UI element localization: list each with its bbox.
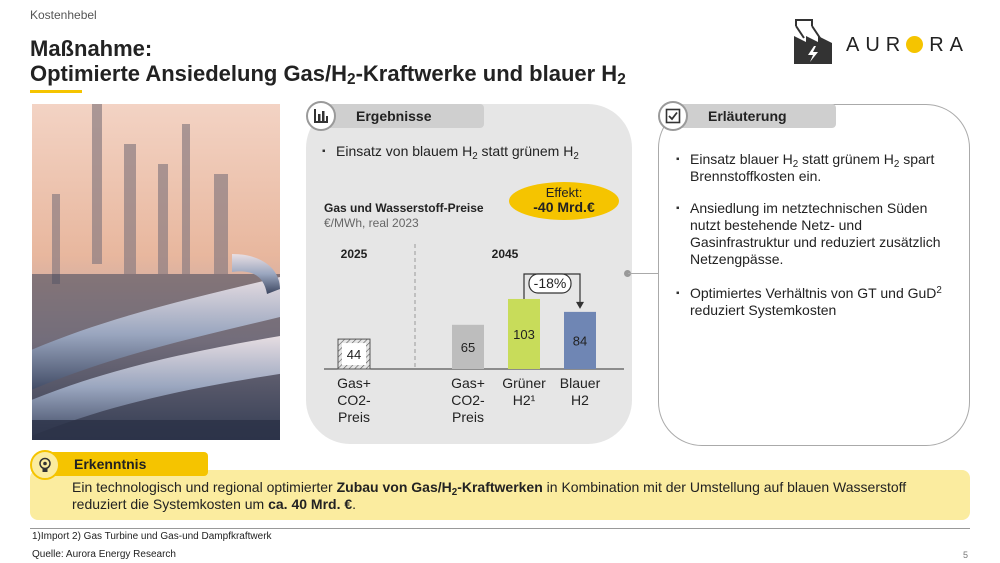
insight-box [30,470,970,520]
connector-line [628,273,660,274]
bullet-text: statt grünem H [798,151,894,167]
title-text: -Kraftwerke und blauer H [355,61,618,86]
insight-text-part: . [352,496,357,512]
bullet-text: Einsatz von blauem H [336,143,473,159]
title-subscript: 2 [347,71,356,88]
insight-text-part: Ein technologisch und regional optimiert… [72,479,337,495]
kicker-label: Kostenhebel [30,8,97,22]
superscript: 2 [936,285,942,296]
title-line-1: Maßnahme: [30,36,153,61]
category-label-1: Preis [452,409,484,425]
lightbulb-gear-icon [30,450,60,480]
insight-text-bold: Zubau von Gas/H [336,479,452,495]
category-label-2: H2¹ [513,392,536,408]
delta-label: -18% [534,275,567,291]
explanation-tab: Erläuterung [674,104,836,128]
bar-1 [452,324,484,369]
title-underline [30,90,82,93]
chart-subtitle: €/MWh, real 2023 [324,216,419,230]
category-label-2: Grüner [502,375,546,391]
subscript: 2 [573,151,579,162]
effect-label: Effekt: [545,185,583,200]
footnote: 1)Import 2) Gas Turbine und Gas-und Damp… [32,531,272,542]
explanation-tab-label: Erläuterung [708,108,787,124]
value-label-1: 65 [461,340,475,355]
value-label-3: 84 [573,333,587,348]
value-label-0: 44 [347,347,361,362]
price-bar-chart: 2025 204544Gas+CO2-Preis65Gas+CO2-Preis10… [324,244,624,425]
results-bullet: Einsatz von blauem H2 statt grünem H2 [322,143,579,162]
title-subscript: 2 [617,71,626,88]
logo-sun-dot [906,36,924,53]
insight-text-bold: ca. 40 Mrd. € [268,496,353,512]
factory-lightning-icon [794,19,832,64]
subscript: 2 [792,159,799,170]
insight-tab: Erkenntnis [48,452,208,476]
footer-divider [30,528,970,529]
category-label-3: H2 [571,392,589,408]
source-note: Quelle: Aurora Energy Research [32,549,176,560]
bar-2 [508,298,540,369]
results-tab-label: Ergebnisse [356,108,432,124]
explanation-bullet-3: Optimiertes Verhältnis von GT und GuD2 r… [676,285,958,319]
category-label-0: Preis [338,409,370,425]
insight-tab-label: Erkenntnis [74,456,147,472]
results-tab: Ergebnisse [322,104,484,128]
chart-title: Gas und Wasserstoff-Preise [324,201,484,215]
insight-text: Ein technologisch und regional optimiert… [72,479,952,513]
bar-3 [564,311,596,369]
explanation-bullet-2: Ansiedlung im netztechnischen Süden nutz… [676,200,958,268]
page-title: Maßnahme: Optimierte Ansiedelung Gas/H2-… [30,36,626,88]
bullet-text: statt grünem H [477,143,574,159]
bullet-text: reduziert Systemkosten [690,302,837,318]
checkbox-icon [658,101,688,131]
insight-text-part: in Kombination mit der Umstellung auf bl… [72,479,907,512]
group-label-2025: 2025 [341,247,368,261]
category-label-3: Blauer [560,375,601,391]
logo-wordmark: AUR RA [846,34,969,57]
bullet-text: spart Brennstoffkosten ein. [690,151,935,184]
pipeline-photo [32,104,280,440]
logo-text-b: RA [929,34,970,56]
bullet-text: Optimiertes Verhältnis von GT und GuD [690,285,937,301]
page-number: 5 [963,550,969,560]
category-label-0: CO2- [337,392,371,408]
connector-dot [624,270,631,277]
bullet-text: Einsatz blauer H [690,151,793,167]
bar-label-bg-0 [342,343,366,365]
category-label-0: Gas+ [337,375,371,391]
subscript: 2 [472,151,478,162]
category-label-1: Gas+ [451,375,485,391]
category-label-1: CO2- [451,392,485,408]
subscript: 2 [451,487,458,498]
group-label-2045: 2045 [492,247,519,261]
delta-badge [528,273,572,294]
effect-badge: Effekt: -40 Mrd.€ [509,182,619,220]
title-text: Optimierte Ansiedelung Gas/H [30,61,348,86]
effect-value: -40 Mrd.€ [533,199,595,215]
bar-chart-icon [306,101,336,131]
title-line-2: Optimierte Ansiedelung Gas/H2-Kraftwerke… [30,61,626,88]
value-label-2: 103 [513,327,535,342]
aurora-logo: AUR RA [792,16,972,66]
explanation-bullet-1: Einsatz blauer H2 statt grünem H2 spart … [676,151,958,185]
logo-text-a: AUR [846,34,907,56]
insight-text-bold: -Kraftwerken [457,479,543,495]
subscript: 2 [893,159,900,170]
delta-arrowhead [576,301,584,309]
